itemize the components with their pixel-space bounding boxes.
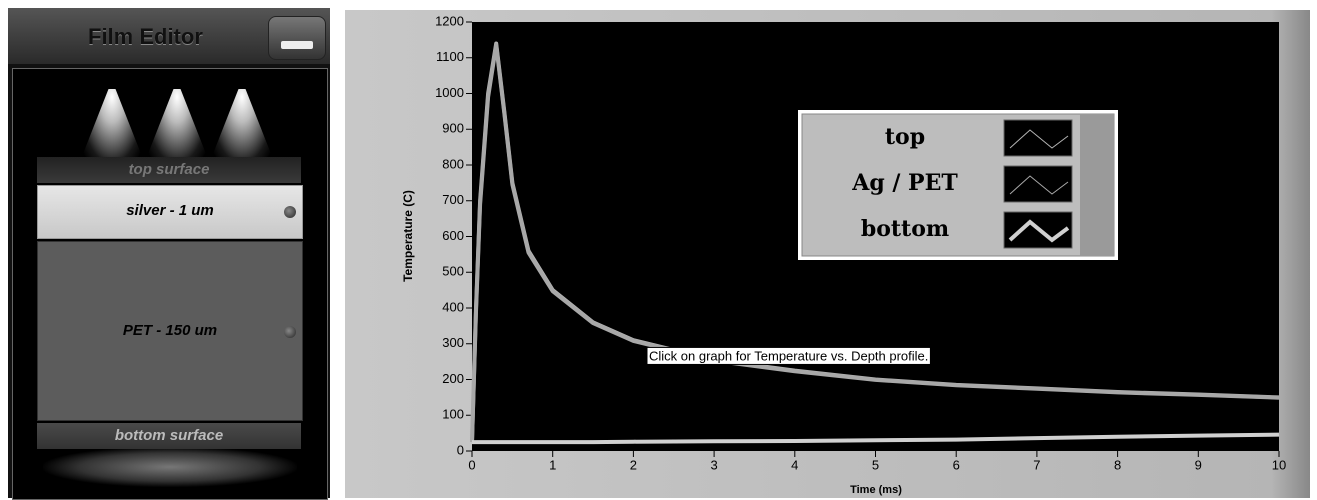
layer-label: top surface [128,161,210,178]
legend-edge [1080,114,1114,256]
film-stack: top surface silver - 1 um PET - 150 um b… [12,68,328,500]
floor-glow [43,447,297,487]
layer-label: silver - 1 um [126,202,214,219]
x-tick-label: 10 [1272,457,1286,472]
y-tick-label: 100 [442,407,464,422]
x-tick-label: 5 [872,457,879,472]
legend-label: top [885,124,925,150]
layer-label: bottom surface [114,427,224,444]
series-line [470,43,1280,443]
x-tick-label: 7 [1033,457,1040,472]
x-axis-title: Time (ms) [850,484,902,496]
panel-title: Film Editor [88,24,203,49]
y-tick-label: 1100 [436,49,464,64]
layer-indicator [284,326,296,338]
x-tick-label: 8 [1114,457,1121,472]
y-tick-label: 1000 [435,85,464,100]
layer-label: PET - 150 um [122,322,218,339]
legend-label: Ag / PET [851,170,958,196]
y-tick-label: 900 [442,121,464,136]
y-tick-label: 200 [442,371,464,386]
y-axis-title: Temperature (C) [401,190,415,282]
annotation: Click on graph for Temperature vs. Depth… [649,348,928,363]
layer[interactable]: PET - 150 um [37,241,303,421]
layer: top surface [37,157,301,183]
annotation-box [646,346,931,365]
x-tick-label: 3 [710,457,717,472]
y-tick-label: 1200 [435,13,464,28]
legend-swatch [1009,129,1069,149]
x-tick-label: 9 [1195,457,1202,472]
y-tick-label: 500 [442,264,464,279]
legend-label: bottom [861,216,949,242]
header: Film Editor [8,8,330,64]
film-editor-panel: Film Editor top surface silver - 1 um PE… [8,8,330,500]
legend-swatch-bg [1003,119,1073,157]
layer: bottom surface [37,423,301,449]
y-tick-label: 0 [457,442,464,457]
legend-swatch-bg [1003,165,1073,203]
y-tick-label: 600 [442,228,464,243]
y-tick-label: 800 [442,156,464,171]
x-tick-label: 1 [549,457,556,472]
layer[interactable]: silver - 1 um [37,185,303,239]
legend-swatch [1009,175,1069,195]
legend-swatch [1008,219,1070,243]
x-tick-label: 4 [791,457,798,472]
series-line [472,432,1280,445]
layer-indicator [284,206,296,218]
x-tick-label: 6 [953,457,960,472]
y-tick-label: 400 [442,299,464,314]
x-tick-label: 0 [468,457,475,472]
y-tick-label: 300 [442,335,464,350]
x-tick-label: 2 [630,457,637,472]
y-tick-label: 700 [442,192,464,207]
minimize-button[interactable] [268,16,326,60]
